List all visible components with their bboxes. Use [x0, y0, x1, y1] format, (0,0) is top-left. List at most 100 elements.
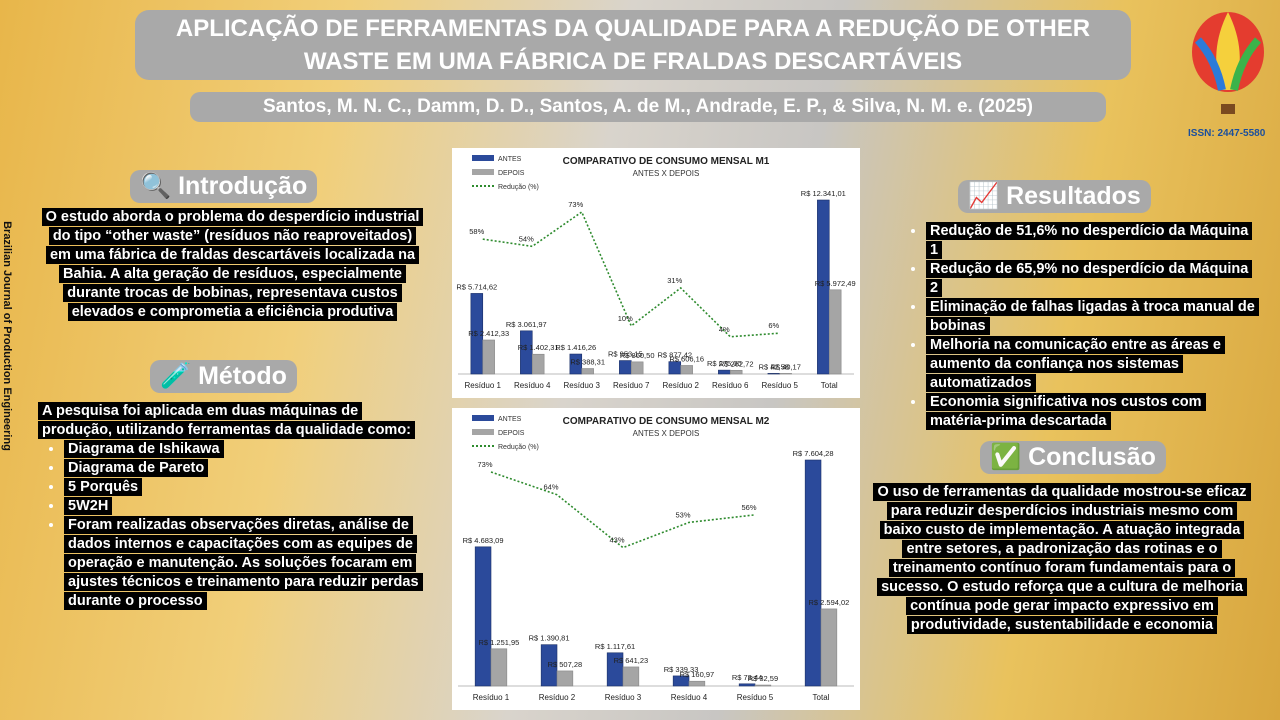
item-text: Eliminação de falhas ligadas à troca man… [926, 298, 1259, 335]
value-label: R$ 4.683,09 [463, 536, 504, 545]
balloon-logo [1192, 12, 1264, 114]
method-text: A pesquisa foi aplicada em duas máquinas… [38, 402, 423, 611]
legend-label: DEPOIS [498, 430, 525, 437]
reduction-label: 64% [543, 483, 558, 492]
bar [540, 644, 558, 687]
reduction-label: 6% [768, 321, 779, 330]
reduction-label: 10% [618, 314, 633, 323]
value-label: R$ 3.061,97 [506, 320, 547, 329]
legend-swatch [472, 155, 494, 161]
value-label: R$ 32,59 [748, 674, 778, 683]
bar [520, 330, 533, 375]
legend-swatch [472, 169, 494, 175]
value-label: R$ 641,23 [614, 656, 649, 665]
legend-label: Redução (%) [498, 444, 539, 451]
reduction-label: 73% [477, 460, 492, 469]
item-text: 5 Porquês [64, 478, 143, 496]
bar [804, 459, 822, 687]
legend-label: ANTES [498, 416, 522, 423]
reduction-label: 73% [568, 200, 583, 209]
value-label: R$ 275,00 [707, 359, 742, 368]
item-text: 5W2H [64, 497, 113, 515]
bar [729, 369, 743, 375]
legend-label: ANTES [498, 156, 522, 163]
title: APLICAÇÃO DE FERRAMENTAS DA QUALIDADE PA… [135, 10, 1131, 80]
list-item: Eliminação de falhas ligadas à troca man… [926, 298, 1260, 336]
bar [622, 666, 640, 687]
method-list: Diagrama de Ishikawa Diagrama de Pareto … [38, 440, 423, 611]
value-label: R$ 5.972,49 [815, 279, 856, 288]
value-label: R$ 860,50 [620, 351, 655, 360]
list-item: Diagrama de Pareto [64, 459, 423, 478]
conclusion: O uso de ferramentas da qualidade mostro… [872, 483, 1252, 635]
bar [482, 339, 495, 375]
value-label: R$ 12.341,01 [801, 189, 846, 198]
bar [828, 289, 842, 375]
value-label: R$ 606,16 [669, 354, 704, 363]
bar [474, 546, 492, 687]
reduction-label: 58% [469, 227, 484, 236]
bar [688, 680, 706, 687]
reduction-label: 43% [609, 536, 624, 545]
section-heading: ✅ Conclusão [980, 441, 1166, 474]
value-label: R$ 160,97 [680, 670, 715, 679]
category-label: Resíduo 1 [465, 381, 502, 390]
legend-swatch [472, 415, 494, 421]
value-label: R$ 40,17 [770, 362, 800, 371]
authors: Santos, M. N. C., Damm, D. D., Santos, A… [190, 92, 1106, 122]
paragraph: O uso de ferramentas da qualidade mostro… [873, 483, 1251, 634]
category-label: Resíduo 3 [564, 381, 601, 390]
item-text: Melhoria na comunicação entre as áreas e… [926, 336, 1225, 392]
value-label: R$ 1.117,61 [595, 642, 635, 651]
value-label: R$ 5.714,62 [456, 282, 497, 291]
list-item: Redução de 51,6% no desperdício da Máqui… [926, 222, 1260, 260]
paragraph: O estudo aborda o problema do desperdíci… [41, 208, 424, 321]
chart-subtitle: ANTES X DEPOIS [633, 429, 700, 438]
chart: COMPARATIVO DE CONSUMO MENSAL M1 ANTES X … [452, 148, 860, 398]
bar [668, 361, 682, 375]
reduction-label: 56% [741, 503, 756, 512]
value-label: R$ 2.594,02 [808, 598, 849, 607]
list-item: Diagrama de Ishikawa [64, 440, 423, 459]
item-text: Redução de 51,6% no desperdício da Máqui… [926, 222, 1253, 259]
item-text: Economia significativa nos custos com ma… [926, 393, 1206, 430]
value-label: R$ 1.251,95 [478, 638, 519, 647]
bar [490, 648, 508, 687]
value-label: R$ 42,58 [759, 362, 789, 371]
reduction-label: 31% [667, 276, 682, 285]
value-label: R$ 1.390,81 [529, 634, 570, 643]
section-heading: 📈 Resultados [958, 180, 1151, 213]
chart: COMPARATIVO DE CONSUMO MENSAL M2 ANTES X … [452, 408, 860, 710]
value-label: R$ 1.416,26 [555, 343, 596, 352]
bar [754, 684, 772, 687]
item-text: Redução de 65,9% no desperdício da Máqui… [926, 260, 1253, 297]
item-text: Diagrama de Pareto [64, 459, 209, 477]
reduction-label: 4% [719, 325, 730, 334]
issn: ISSN: 2447-5580 [1188, 128, 1266, 139]
bar [556, 670, 574, 687]
bar [569, 353, 583, 375]
legend-label: DEPOIS [498, 170, 525, 177]
value-label: R$ 73,44 [732, 673, 762, 682]
category-label: Resíduo 3 [605, 693, 642, 702]
list-item: 5 Porquês [64, 478, 423, 497]
value-label: R$ 262,72 [719, 359, 754, 368]
item-text: Diagrama de Ishikawa [64, 440, 224, 458]
item-text: Foram realizadas observações diretas, an… [64, 516, 423, 610]
value-label: R$ 388,31 [570, 358, 605, 367]
category-label: Resíduo 4 [671, 693, 708, 702]
category-label: Resíduo 2 [539, 693, 576, 702]
category-label: Total [821, 381, 838, 390]
category-label: Total [813, 693, 830, 702]
category-label: Resíduo 1 [473, 693, 510, 702]
journal: Brazilian Journal of Production Engineer… [1, 221, 13, 451]
value-label: R$ 339,33 [664, 665, 699, 674]
bar [767, 373, 781, 375]
bar [680, 365, 693, 375]
section-heading: 🔍 Introdução [130, 170, 318, 203]
bar [820, 608, 838, 687]
reduction-label: 54% [519, 234, 534, 243]
bar [581, 368, 594, 375]
category-label: Resíduo 2 [663, 381, 700, 390]
